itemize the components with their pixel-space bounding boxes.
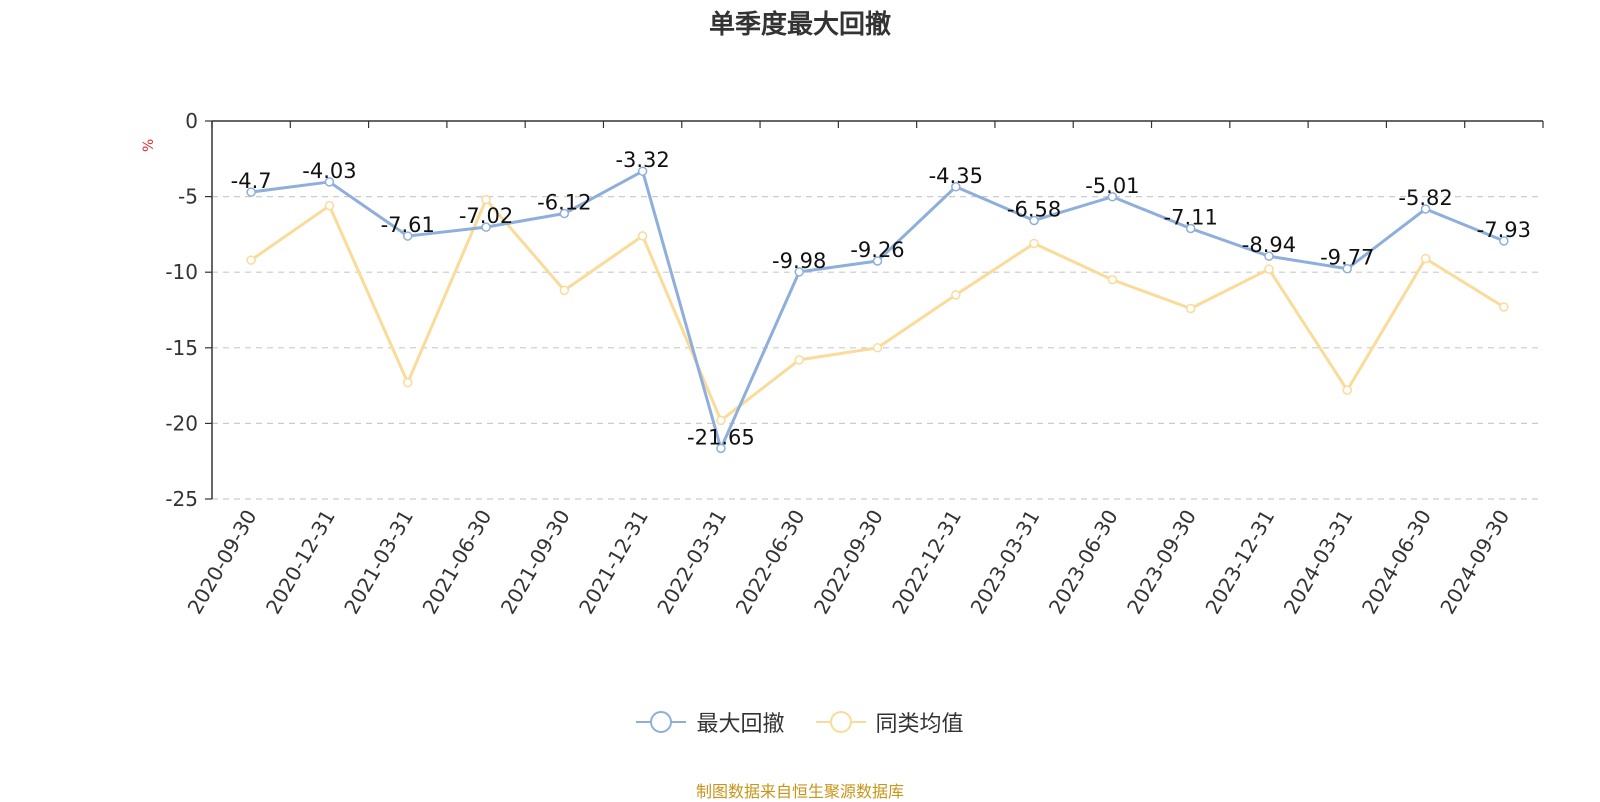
legend: 最大回撤 同类均值 — [0, 706, 1600, 740]
x-tick-label: 2022-03-31 — [652, 506, 731, 619]
x-tick-label: 2023-12-31 — [1200, 506, 1279, 619]
series-lines — [246, 166, 1509, 454]
data-point — [324, 200, 335, 211]
data-label: -4.7 — [231, 169, 272, 193]
data-label: -4.03 — [302, 159, 356, 183]
y-tick-label: -20 — [165, 411, 198, 435]
y-tick-label: -5 — [178, 185, 198, 209]
x-tick-label: 2023-09-30 — [1122, 506, 1201, 619]
data-label: -4.35 — [929, 164, 983, 188]
x-tick-label: 2021-09-30 — [496, 506, 575, 619]
data-label: -9.77 — [1320, 246, 1374, 270]
data-point — [637, 231, 648, 241]
data-point — [1029, 238, 1039, 249]
y-tick-label: -15 — [165, 336, 198, 360]
data-point — [246, 187, 256, 197]
grid-lines — [212, 196, 1543, 500]
data-point — [872, 343, 883, 353]
x-tick-label: 2021-06-30 — [417, 506, 496, 619]
y-tick-label: -25 — [165, 487, 198, 511]
data-label: -6.58 — [1007, 197, 1061, 221]
x-tick-label: 2022-06-30 — [731, 506, 810, 619]
data-label: -7.11 — [1164, 206, 1218, 230]
data-point — [481, 194, 491, 205]
x-tick-label: 2022-12-31 — [887, 506, 966, 619]
legend-item-peer-average[interactable]: 同类均值 — [815, 706, 964, 738]
data-point — [716, 415, 726, 426]
x-tick-label: 2023-03-31 — [966, 506, 1045, 619]
y-tick-label: -10 — [165, 260, 198, 284]
chart-title: 单季度最大回撤 — [708, 10, 891, 40]
data-point — [637, 166, 648, 176]
data-point — [402, 231, 413, 241]
data-point — [1342, 263, 1353, 274]
x-tick-label: 2024-06-30 — [1357, 506, 1436, 619]
y-tick-label: 0 — [185, 109, 198, 133]
data-point — [559, 208, 570, 219]
data-labels: -4.7 -4.03 -7.61 -7.02 -6.12 -3.32 -21.65 -9.98… — [231, 148, 1531, 449]
data-label: -7.93 — [1477, 218, 1531, 242]
x-tick-label: 2020-12-31 — [261, 506, 340, 619]
data-label: -3.32 — [615, 148, 669, 172]
x-tick-label: 2022-09-30 — [809, 506, 888, 619]
data-point — [1420, 204, 1431, 214]
legend-marker-icon — [815, 711, 866, 733]
x-tick-label: 2020-09-30 — [183, 506, 262, 619]
legend-item-max-drawdown[interactable]: 最大回撤 — [636, 706, 785, 738]
data-label: -9.98 — [772, 249, 826, 273]
x-tick-label: 2021-12-31 — [574, 506, 653, 619]
data-point — [872, 256, 883, 266]
x-tick-label: 2023-06-30 — [1044, 506, 1123, 619]
data-label: -6.12 — [537, 191, 591, 215]
data-label: -5.01 — [1085, 174, 1139, 198]
data-point — [1185, 303, 1196, 314]
data-point — [1107, 275, 1118, 285]
x-tick-label: 2021-03-31 — [339, 506, 418, 619]
data-point — [794, 355, 804, 365]
x-tick-label: 2024-03-31 — [1279, 506, 1358, 619]
data-point — [1420, 253, 1431, 264]
data-point — [324, 177, 335, 187]
data-label: -8.94 — [1242, 233, 1296, 257]
data-point — [794, 267, 804, 277]
data-label: -21.65 — [687, 425, 755, 449]
data-label: -7.02 — [459, 204, 513, 228]
legend-label: 最大回撤 — [696, 712, 785, 737]
data-point — [1185, 223, 1196, 234]
data-point — [951, 290, 961, 300]
data-point — [481, 222, 491, 232]
x-tick-label: 2024-09-30 — [1435, 506, 1514, 619]
data-point — [402, 377, 413, 388]
data-label: -9.26 — [850, 238, 904, 262]
legend-marker-icon — [636, 711, 687, 733]
data-point — [246, 255, 256, 265]
data-point — [1499, 236, 1509, 246]
data-point — [1499, 302, 1509, 312]
data-point — [1264, 264, 1274, 274]
data-source-note: 制图数据来自恒生聚源数据库 — [695, 782, 904, 801]
data-point — [1107, 192, 1118, 202]
data-point — [716, 443, 726, 454]
data-point — [1264, 251, 1274, 261]
data-label: -7.61 — [381, 213, 435, 237]
data-point — [951, 182, 961, 192]
data-point — [1342, 385, 1353, 395]
legend-label: 同类均值 — [875, 712, 964, 737]
data-point — [559, 285, 570, 296]
data-label: -5.82 — [1398, 186, 1452, 210]
data-point — [1029, 215, 1039, 226]
